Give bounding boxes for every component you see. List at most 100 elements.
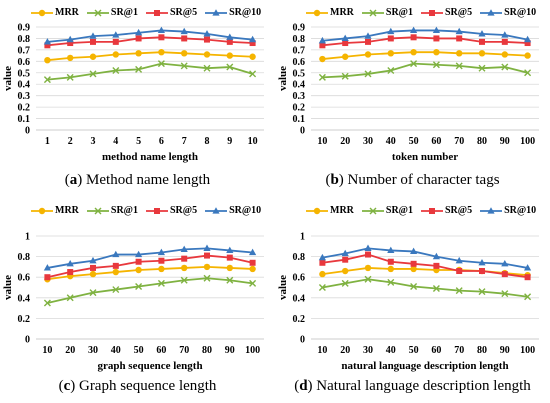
y-tick-label: 0.1 [18, 114, 31, 125]
data-point-sr-at-10 [157, 248, 165, 256]
caption-letter: (a) [64, 172, 83, 188]
data-point-sr-at-10 [135, 28, 143, 36]
legend-label: SR@1 [110, 205, 138, 216]
y-tick-label: 0.8 [293, 34, 306, 45]
series-line-sr-at-5 [322, 36, 528, 47]
x-tick-label: 70 [454, 345, 464, 356]
data-point-sr-at-1 [318, 73, 326, 81]
y-axis-label: value [277, 66, 289, 91]
data-point-mrr [181, 50, 188, 57]
x-tick-label: 10 [248, 136, 258, 147]
legend-item-sr-at-1: SR@1 [361, 205, 413, 216]
x-tick-label: 1 [45, 136, 50, 147]
y-axis-label: value [2, 66, 14, 91]
x-tick-label: 30 [363, 345, 373, 356]
legend-marker [94, 9, 102, 16]
caption-text: Natural language description length [312, 378, 531, 394]
y-tick-label: 0.8 [18, 34, 31, 45]
y-tick-label: 0.6 [293, 273, 306, 284]
data-point-sr-at-5 [342, 40, 349, 47]
data-point-sr-at-5 [90, 38, 96, 45]
x-tick-label: 10 [317, 345, 327, 356]
data-point-mrr [410, 48, 417, 56]
series-line-sr-at-1 [47, 277, 253, 304]
data-point-sr-at-1 [180, 276, 188, 284]
x-tick-label: 30 [88, 345, 98, 356]
data-point-sr-at-5 [226, 254, 233, 261]
data-point-sr-at-5 [90, 264, 96, 271]
legend-marker [94, 207, 102, 214]
legend-item-sr-at-5: SR@5 [145, 205, 198, 216]
y-tick-label: 0.6 [293, 57, 306, 68]
y-tick-label: 0.3 [18, 91, 31, 102]
x-tick-label: 90 [225, 345, 235, 356]
data-point-sr-at-1 [387, 278, 395, 286]
data-point-sr-at-5 [501, 271, 508, 278]
data-point-sr-at-1 [410, 282, 418, 290]
y-tick-label: 0.4 [293, 80, 306, 91]
series-line-sr-at-5 [47, 254, 253, 279]
data-point-sr-at-10 [524, 35, 532, 43]
legend-swatch [306, 9, 328, 16]
legend-label: SR@5 [169, 205, 198, 216]
series-line-sr-at-1 [322, 278, 528, 298]
y-tick-label: 0.9 [18, 23, 31, 34]
legend-marker [38, 9, 46, 16]
legend-label: SR@10 [504, 7, 537, 18]
legend-item-sr-at-5: SR@5 [420, 205, 472, 216]
data-point-sr-at-5 [44, 42, 51, 49]
chart-svg: 00.10.20.30.40.50.60.70.80.9 1 2 3 4 5 6 7 8 9 10 m… [2, 23, 264, 163]
x-tick-label: 80 [477, 136, 487, 147]
data-point-sr-at-1 [43, 299, 51, 307]
legend-swatch [361, 207, 384, 214]
data-point-sr-at-1 [135, 282, 143, 290]
data-point-sr-at-10 [135, 250, 143, 258]
x-tick-label: 4 [113, 136, 118, 147]
legend-marker [487, 8, 495, 16]
legend-marker [369, 207, 377, 214]
x-tick-label: 40 [386, 136, 396, 147]
x-tick-label: 20 [65, 345, 75, 356]
data-point-sr-at-1 [226, 276, 234, 284]
legend-marker [369, 9, 377, 16]
legend-marker [38, 207, 46, 214]
legend-item-mrr: MRR [31, 205, 79, 216]
data-point-sr-at-10 [478, 30, 486, 37]
x-axis-label: graph sequence length [97, 360, 202, 372]
data-point-sr-at-1 [455, 287, 463, 295]
data-point-sr-at-5 [204, 36, 210, 43]
y-tick-label: 0.4 [293, 293, 306, 304]
data-point-sr-at-5 [319, 259, 326, 266]
data-point-mrr [226, 52, 233, 59]
x-tick-label: 5 [136, 136, 141, 147]
legend-item-sr-at-5: SR@5 [420, 7, 472, 18]
legend: MRR SR@1 SR@5 SR@10 [306, 205, 536, 216]
data-point-sr-at-1 [455, 62, 463, 70]
data-point-sr-at-5 [479, 268, 485, 275]
x-tick-label: 9 [227, 136, 232, 147]
data-point-sr-at-10 [89, 256, 97, 264]
legend-swatch [145, 207, 168, 214]
chart-caption: (d) Natural language description length [275, 378, 550, 395]
data-point-sr-at-10 [524, 264, 532, 271]
y-tick-label: 0.7 [293, 45, 306, 56]
legend-swatch [145, 9, 168, 16]
chart-caption: (a) Method name length [0, 172, 275, 189]
data-point-sr-at-1 [66, 73, 74, 81]
x-tick-label: 100 [520, 136, 535, 147]
x-tick-label: 10 [317, 136, 327, 147]
legend-swatch [31, 9, 53, 16]
x-tick-label: 90 [500, 136, 510, 147]
legend-label: SR@10 [229, 7, 262, 18]
legend-swatch [205, 206, 228, 214]
data-point-sr-at-5 [433, 35, 440, 42]
data-point-sr-at-5 [456, 268, 463, 275]
data-point-sr-at-1 [478, 288, 486, 296]
chart-svg: 00.10.20.30.40.50.60.70.80.9 10 20 30 40 50 60… [277, 23, 539, 163]
data-point-mrr [364, 264, 372, 272]
x-axis-label: method name length [102, 151, 198, 163]
data-point-sr-at-10 [364, 244, 372, 251]
data-point-sr-at-10 [364, 32, 372, 39]
data-point-sr-at-1 [341, 72, 349, 80]
y-tick-label: 0.3 [293, 91, 306, 102]
